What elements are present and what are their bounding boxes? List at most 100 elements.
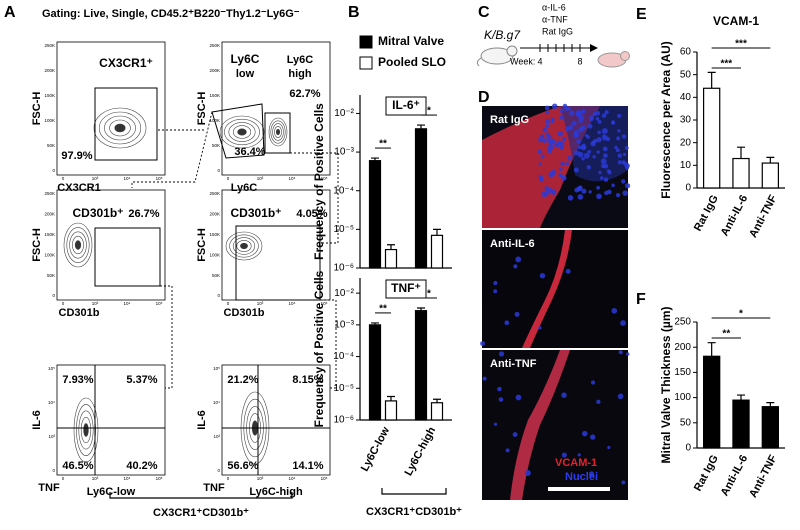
- error-bar: [433, 228, 441, 236]
- y-tick-label: 200K: [209, 212, 220, 217]
- legend-label: Mitral Valve: [378, 34, 444, 48]
- significance-label: **: [379, 139, 387, 150]
- nucleus: [562, 103, 568, 109]
- nucleus: [617, 160, 623, 165]
- nucleus: [614, 145, 618, 150]
- nucleus: [593, 138, 598, 143]
- gate-label: 7.93%: [62, 374, 93, 386]
- gate-label: Ly6C: [231, 52, 260, 66]
- nucleus: [537, 149, 543, 155]
- nucleus: [565, 162, 569, 166]
- density-contour: [114, 123, 126, 133]
- axis-label: TNF: [38, 482, 60, 494]
- y-tick-label: 10⁻⁴: [333, 185, 354, 196]
- x-tick-label: Anti-TNF: [747, 193, 780, 240]
- density-contour: [225, 231, 263, 261]
- y-tick-label: 150K: [209, 93, 220, 98]
- gating-text: Gating: Live, Single, CD45.2⁺B220⁻Thy1.2…: [42, 8, 300, 20]
- nucleus: [544, 105, 550, 111]
- plot-frame: [56, 41, 166, 176]
- chart-title: IL-6⁺: [392, 98, 420, 112]
- nucleus: [601, 113, 607, 118]
- nucleus: [587, 123, 593, 129]
- gate-arrow: [290, 152, 339, 244]
- density-contour: [109, 119, 131, 137]
- y-tick-label: 0: [685, 183, 691, 194]
- density-contour: [275, 128, 281, 136]
- error-bar: [417, 307, 425, 311]
- panel-label: A: [4, 4, 16, 21]
- density-contour: [93, 107, 147, 149]
- nucleus: [584, 133, 589, 138]
- nucleus: [575, 110, 582, 117]
- treatment-label: α-TNF: [542, 14, 568, 24]
- gate-label: low: [236, 68, 255, 80]
- nucleus: [546, 137, 550, 141]
- gate-label: 26.7%: [128, 208, 159, 220]
- y-tick-label: 150K: [209, 232, 220, 237]
- density-contour: [63, 222, 93, 268]
- y-tick-label: 200K: [44, 212, 55, 217]
- nucleus: [542, 138, 547, 143]
- nucleus: [603, 153, 608, 158]
- x-tick-label: 10⁵: [156, 301, 163, 306]
- y-tick-label: 0: [217, 468, 220, 473]
- x-tick-label: 10³: [257, 301, 264, 306]
- y-tick-label: 10⁻³: [334, 319, 354, 330]
- nucleus: [578, 126, 584, 133]
- nucleus: [587, 149, 592, 154]
- bar: [430, 234, 444, 269]
- nucleus: [577, 453, 581, 457]
- nucleus: [606, 169, 611, 174]
- density-contour: [272, 123, 284, 141]
- error-bar: [387, 395, 395, 401]
- significance-label: **: [722, 329, 730, 340]
- nucleus: [595, 116, 600, 121]
- gate-label: CD301b⁺: [230, 206, 281, 220]
- nucleus: [603, 177, 609, 182]
- y-tick-label: 150K: [44, 93, 55, 98]
- y-axis-label: Frequency of Positive Cells: [312, 270, 326, 427]
- nucleus: [515, 394, 522, 401]
- y-tick-label: 50: [680, 417, 692, 428]
- y-tick-label: 10⁴: [48, 400, 55, 405]
- plot-caption: Ly6C-high: [249, 486, 303, 498]
- pane-label: Anti-TNF: [490, 358, 537, 370]
- axis-label: Ly6C: [231, 182, 258, 194]
- density-contour: [219, 115, 265, 149]
- y-tick-label: 0: [52, 168, 55, 173]
- nucleus: [621, 179, 626, 184]
- x-tick-label: Anti-TNF: [747, 453, 780, 500]
- x-tick-label: Rat IgG: [692, 193, 721, 233]
- legend-label: Pooled SLO: [378, 55, 446, 69]
- bar: [732, 157, 750, 189]
- stain-label: Nuclei: [565, 471, 598, 483]
- nucleus: [544, 186, 550, 192]
- x-tick-label: 10⁴: [289, 176, 296, 181]
- nucleus: [615, 192, 621, 198]
- nucleus: [602, 134, 606, 138]
- nucleus: [567, 195, 574, 201]
- density-contour: [80, 416, 92, 444]
- significance-label: *: [427, 289, 431, 300]
- nucleus: [548, 135, 552, 139]
- nucleus: [515, 256, 522, 263]
- y-tick-label: 50K: [212, 143, 220, 148]
- nucleus: [601, 128, 608, 135]
- nucleus: [588, 115, 595, 121]
- error-bar: [737, 394, 745, 401]
- y-tick-label: 10⁵: [48, 366, 55, 371]
- nucleus: [558, 167, 563, 171]
- significance-label: *: [427, 106, 431, 117]
- y-tick-label: 10⁻⁴: [333, 351, 354, 362]
- nucleus: [624, 183, 631, 189]
- nucleus: [596, 193, 602, 200]
- nucleus: [512, 432, 518, 438]
- x-tick-label: 10³: [257, 476, 264, 481]
- plot-frame: [56, 364, 166, 476]
- density-contour: [232, 125, 252, 139]
- gate: [264, 112, 291, 154]
- nucleus: [599, 176, 604, 180]
- y-tick-label: 0: [217, 168, 220, 173]
- week-number: 8: [577, 56, 582, 66]
